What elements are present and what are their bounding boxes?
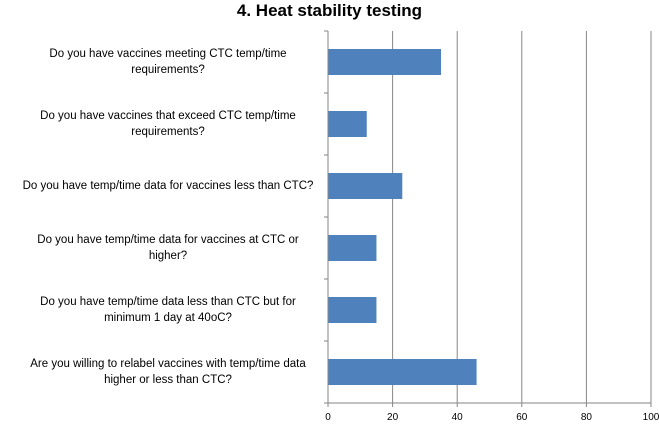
category-label: Do you have temp/time data less than CTC… — [40, 296, 296, 324]
x-tick-label: 60 — [516, 412, 528, 423]
category-label: Do you have vaccines meeting CTC temp/ti… — [49, 48, 287, 76]
category-label: Do you have temp/time data for vaccines … — [37, 234, 299, 262]
x-tick-label: 80 — [581, 412, 593, 423]
category-label: Are you willing to relabel vaccines with… — [30, 358, 306, 386]
bar — [328, 173, 403, 199]
bar — [328, 49, 442, 75]
x-tick-label: 0 — [325, 412, 331, 423]
chart-title: 4. Heat stability testing — [236, 1, 423, 20]
category-label: Do you have temp/time data for vaccines … — [22, 180, 314, 192]
bar — [328, 359, 477, 385]
bar — [328, 235, 377, 261]
x-tick-label: 100 — [643, 412, 659, 423]
category-label: Do you have vaccines that exceed CTC tem… — [40, 110, 296, 138]
bar — [328, 111, 367, 137]
bar — [328, 297, 377, 323]
x-tick-label: 40 — [452, 412, 464, 423]
x-tick-label: 20 — [387, 412, 399, 423]
